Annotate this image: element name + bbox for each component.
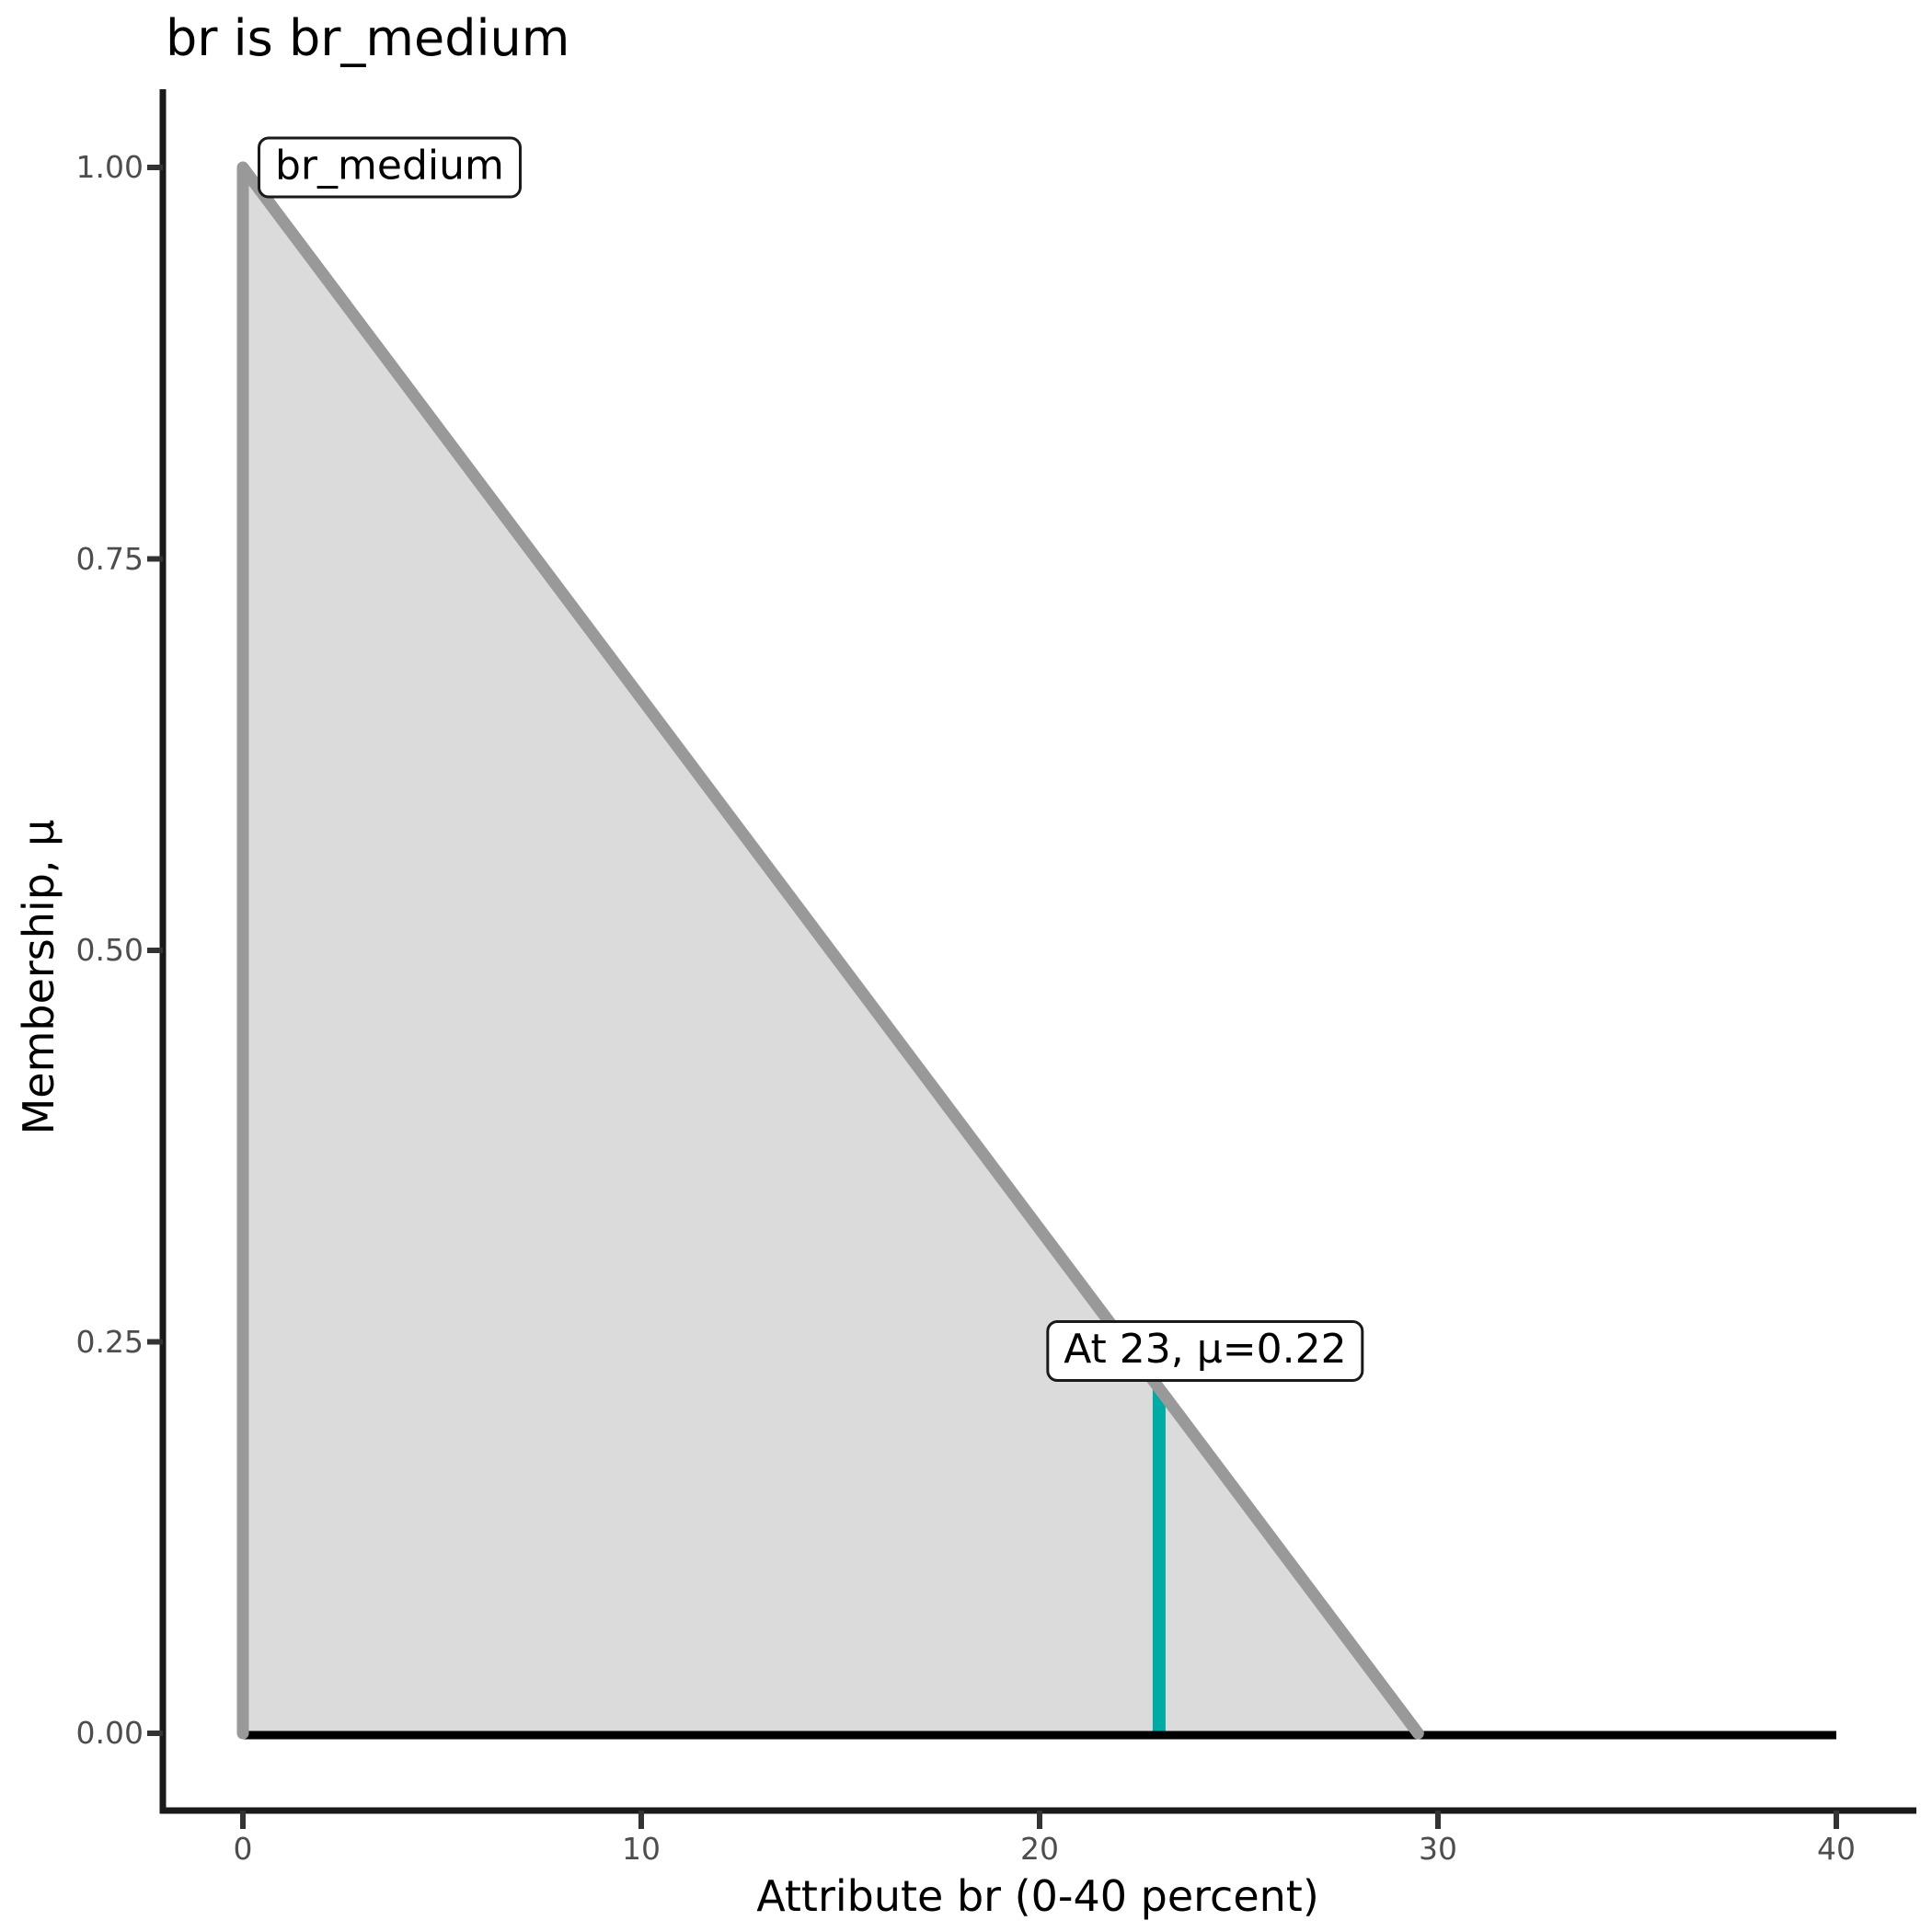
x-axis-title: Attribute br (0-40 percent) [756, 1871, 1319, 1921]
y-axis-title: Membership, μ [14, 819, 63, 1135]
x-tick-label: 20 [1020, 1831, 1059, 1867]
y-tick-label: 0.50 [75, 932, 144, 968]
membership-annotation: At 23, μ=0.22 [1046, 1319, 1364, 1382]
set-label: br_medium [258, 136, 522, 199]
x-tick-label: 40 [1817, 1831, 1856, 1867]
x-tick-label: 0 [233, 1831, 253, 1867]
plot-title: br is br_medium [166, 9, 570, 67]
y-tick-label: 1.00 [75, 149, 144, 185]
y-tick-label: 0.00 [75, 1715, 144, 1751]
membership-outline [236, 161, 1424, 1740]
y-tick-label: 0.75 [75, 540, 144, 577]
x-tick-label: 10 [622, 1831, 661, 1867]
y-tick-label: 0.25 [75, 1323, 144, 1360]
x-tick-label: 30 [1419, 1831, 1457, 1867]
